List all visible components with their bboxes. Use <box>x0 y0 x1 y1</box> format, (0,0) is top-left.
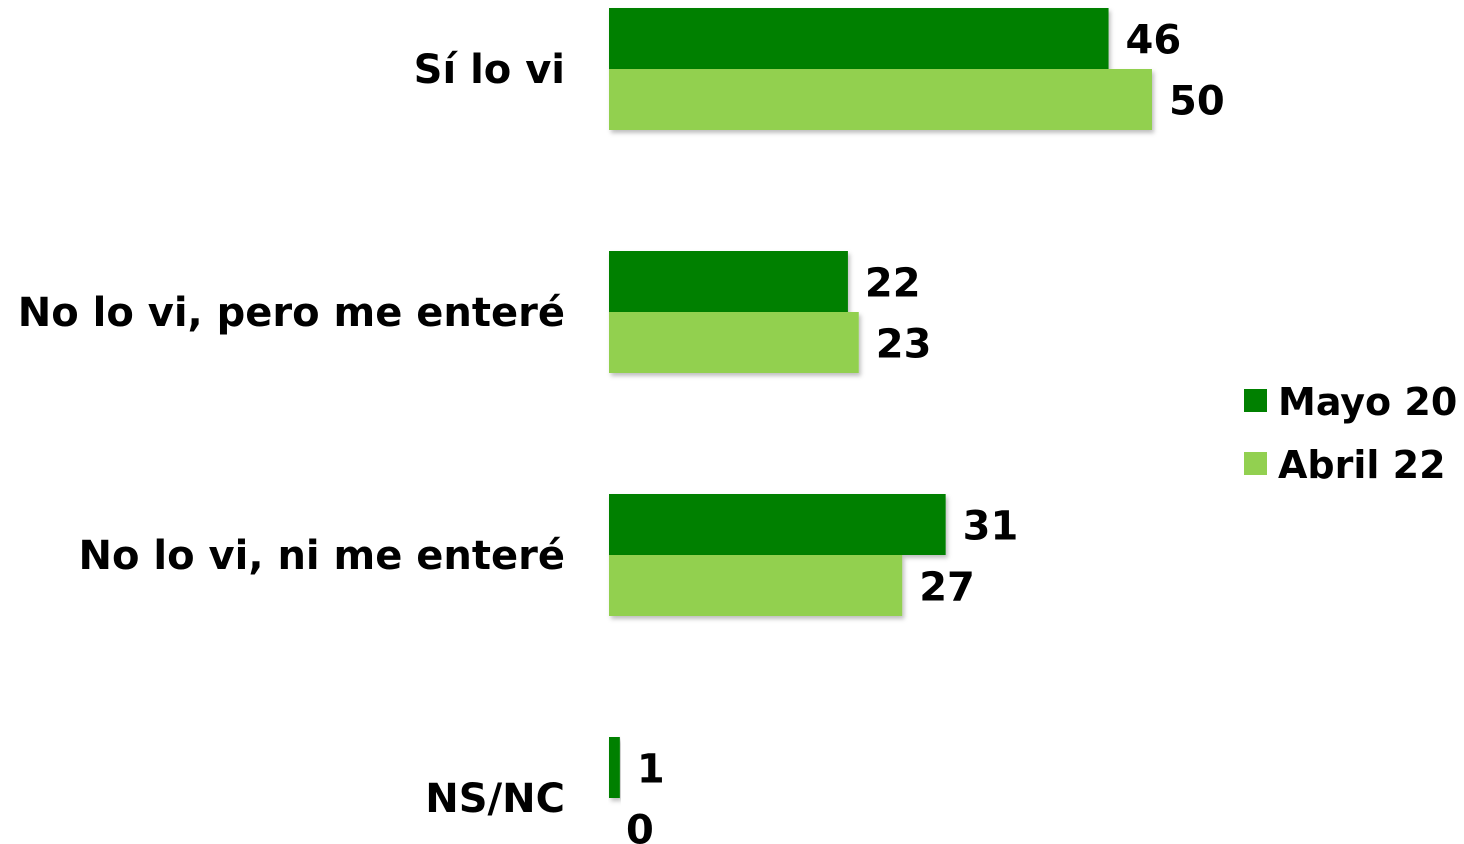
value-label-mayo-20-no-lo-vi-pero-me-entere: 22 <box>865 261 921 307</box>
value-label-mayo-20-no-lo-vi-ni-me-entere: 31 <box>963 504 1019 550</box>
category-label-no-lo-vi-ni-me-entere: No lo vi, ni me enteré <box>79 533 565 579</box>
value-label-abril-22-no-lo-vi-pero-me-entere: 23 <box>876 322 932 368</box>
legend-label-mayo-20: Mayo 20 <box>1278 380 1457 424</box>
bar-mayo-20-ns-nc <box>609 737 620 798</box>
legend: Mayo 20 Abril 22 <box>1244 380 1457 487</box>
value-label-mayo-20-ns-nc: 1 <box>637 747 665 793</box>
legend-swatch-mayo-20 <box>1244 389 1267 412</box>
bar-mayo-20-si-lo-vi <box>609 8 1109 69</box>
labels-layer: Sí lo vi 46 50 No lo vi, pero me enteré 22 23… <box>18 18 1225 844</box>
bar-mayo-20-no-lo-vi-ni-me-entere <box>609 494 946 555</box>
legend-label-abril-22: Abril 22 <box>1278 443 1446 487</box>
category-label-no-lo-vi-pero-me-entere: No lo vi, pero me enteré <box>18 290 565 336</box>
bar-abril-22-no-lo-vi-ni-me-entere <box>609 555 903 616</box>
bar-mayo-20-no-lo-vi-pero-me-entere <box>609 251 848 312</box>
value-label-mayo-20-si-lo-vi: 46 <box>1126 18 1182 64</box>
category-label-si-lo-vi: Sí lo vi <box>414 47 565 93</box>
value-label-abril-22-si-lo-vi: 50 <box>1169 79 1225 125</box>
category-label-ns-nc: NS/NC <box>425 776 565 822</box>
legend-swatch-abril-22 <box>1244 452 1267 475</box>
bars-layer <box>609 8 1152 798</box>
value-label-abril-22-no-lo-vi-ni-me-entere: 27 <box>919 565 975 611</box>
bar-abril-22-si-lo-vi <box>609 69 1152 130</box>
value-label-abril-22-ns-nc: 0 <box>626 808 654 844</box>
bar-abril-22-no-lo-vi-pero-me-entere <box>609 312 859 373</box>
